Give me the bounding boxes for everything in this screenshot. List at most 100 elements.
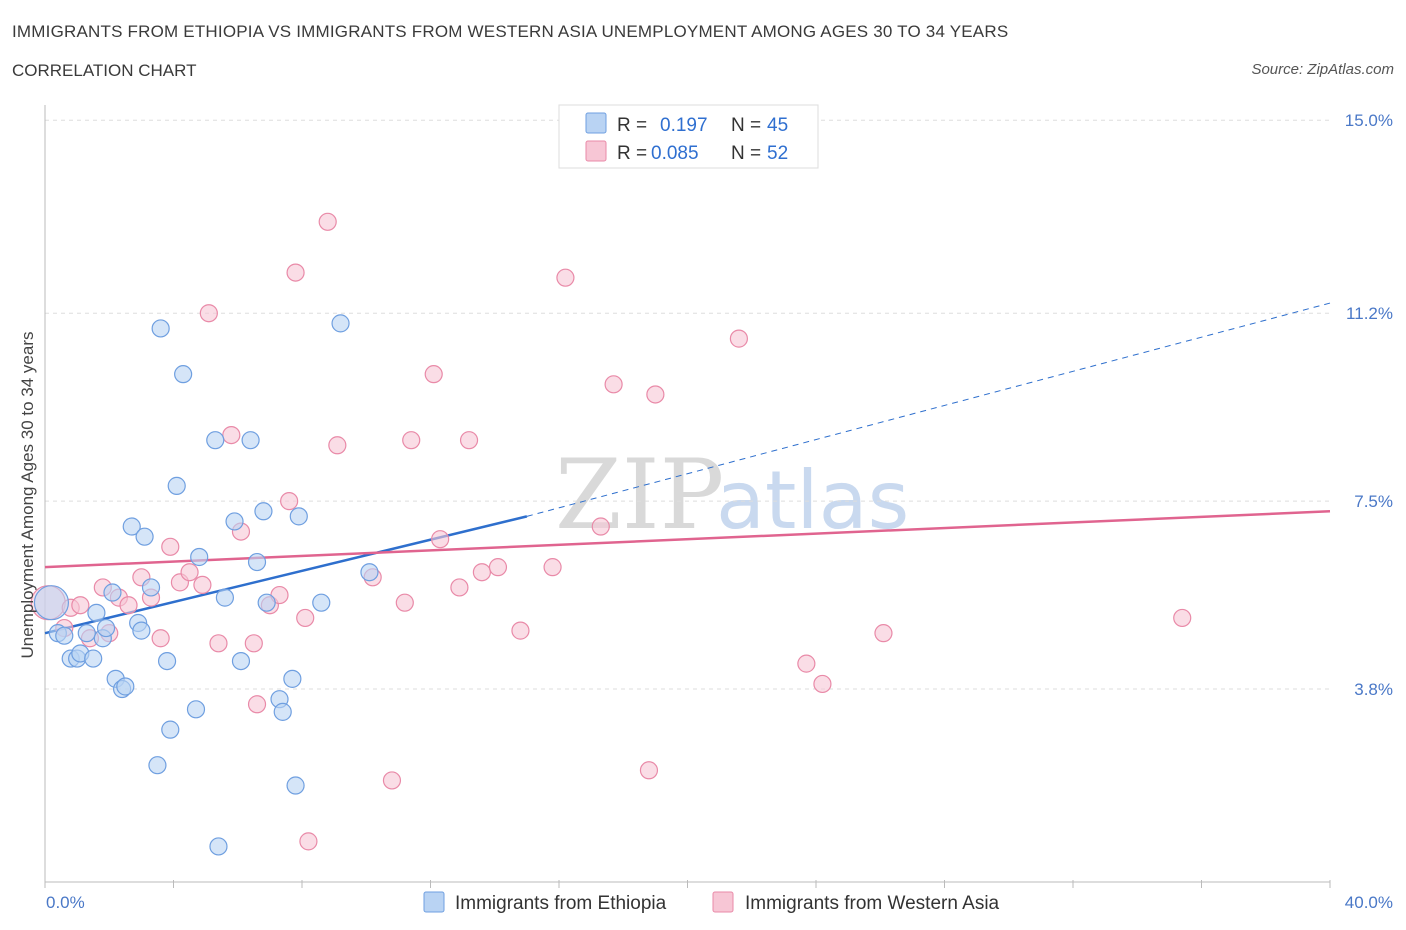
data-point-ethiopia	[161, 720, 180, 739]
legend-n-value-pink: 52	[767, 143, 788, 164]
bottom-legend-swatch-blue	[423, 891, 445, 913]
axes: 3.8% 7.5% 11.2% 15.0% 0.0% 40.0%	[44, 105, 1393, 912]
data-point-western-asia	[604, 375, 623, 394]
data-point-western-asia	[280, 492, 299, 511]
legend-r-label: R =	[617, 143, 647, 164]
data-point-ethiopia	[215, 588, 234, 607]
data-point-ethiopia	[167, 476, 186, 495]
x-tick-label: 0.0%	[46, 893, 85, 912]
data-point-western-asia	[286, 263, 305, 282]
data-point-ethiopia	[55, 626, 74, 645]
data-point-western-asia	[639, 761, 659, 780]
watermark-zip: ZIP	[555, 439, 724, 551]
data-point-ethiopia	[209, 837, 228, 856]
data-point-western-asia	[646, 385, 665, 404]
bottom-legend-label-western-asia: Immigrants from Western Asia	[745, 893, 1000, 914]
data-point-ethiopia	[141, 578, 161, 597]
chart-subtitle: CORRELATION CHART	[12, 61, 197, 80]
source-credit: Source: ZipAtlas.com	[1251, 61, 1394, 78]
legend-n-value-blue: 45	[767, 115, 788, 136]
legend-n-label: N =	[731, 143, 761, 164]
data-point-western-asia	[813, 674, 832, 694]
data-point-western-asia	[247, 695, 267, 714]
data-point-ethiopia	[174, 365, 193, 384]
data-point-ethiopia	[96, 618, 116, 638]
data-point-western-asia	[318, 212, 337, 231]
data-point-western-asia	[328, 436, 347, 455]
data-point-ethiopia	[257, 593, 276, 612]
data-point-western-asia	[395, 593, 414, 612]
data-point-western-asia	[296, 608, 315, 628]
data-point-ethiopia	[148, 756, 167, 775]
data-point-western-asia	[71, 596, 90, 615]
data-point-western-asia	[193, 575, 212, 595]
legend-r-value-pink: 0.085	[651, 143, 699, 164]
legend-r-label: R =	[617, 115, 647, 136]
data-point-western-asia	[459, 431, 479, 450]
data-point-western-asia	[431, 530, 450, 549]
data-point-ethiopia	[116, 677, 135, 696]
data-point-western-asia	[209, 634, 228, 653]
trend-line-ethiopia-extended	[526, 302, 1331, 517]
y-tick-label: 7.5%	[1354, 492, 1393, 511]
data-point-western-asia	[402, 431, 421, 450]
data-point-western-asia	[556, 268, 575, 287]
grid-lines	[45, 119, 1330, 690]
chart-title: IMMIGRANTS FROM ETHIOPIA VS IMMIGRANTS F…	[12, 22, 1009, 41]
trend-line-ethiopia	[44, 515, 528, 635]
data-point-western-asia	[729, 329, 749, 348]
data-point-ethiopia	[283, 669, 302, 688]
y-axis-label: Unemployment Among Ages 30 to 34 years	[18, 332, 37, 659]
data-point-western-asia	[180, 563, 199, 582]
data-point-ethiopia	[286, 776, 305, 795]
data-point-ethiopia	[273, 702, 292, 721]
data-point-ethiopia	[84, 649, 103, 668]
legend-r-value-blue: 0.197	[660, 115, 708, 136]
y-tick-label: 11.2%	[1346, 304, 1393, 323]
legend-n-label: N =	[731, 115, 761, 136]
bottom-legend-swatch-pink	[712, 891, 734, 913]
data-point-western-asia	[424, 365, 443, 384]
data-point-ethiopia	[254, 502, 273, 521]
x-tick-label: 40.0%	[1345, 893, 1393, 912]
series-ethiopia	[33, 314, 379, 856]
data-point-ethiopia	[157, 651, 177, 671]
legend-swatch-pink	[585, 140, 607, 162]
data-point-western-asia	[1173, 608, 1192, 628]
data-point-western-asia	[472, 563, 491, 582]
data-point-western-asia	[199, 304, 218, 323]
data-point-western-asia	[382, 771, 402, 790]
data-point-ethiopia	[151, 319, 170, 338]
data-point-ethiopia	[312, 593, 331, 612]
data-point-ethiopia	[206, 431, 225, 450]
data-point-ethiopia	[33, 585, 70, 621]
data-point-ethiopia	[225, 512, 244, 531]
data-point-ethiopia	[103, 583, 122, 602]
data-point-ethiopia	[289, 507, 308, 526]
data-point-western-asia	[244, 634, 263, 653]
series-legend: Immigrants from Ethiopia Immigrants from…	[423, 891, 1000, 914]
data-point-ethiopia	[331, 314, 350, 333]
data-point-western-asia	[511, 621, 530, 640]
data-point-ethiopia	[360, 563, 379, 582]
data-point-western-asia	[119, 596, 138, 615]
data-point-ethiopia	[77, 624, 96, 643]
y-tick-label: 3.8%	[1354, 680, 1393, 699]
data-point-western-asia	[488, 558, 508, 577]
data-point-ethiopia	[247, 552, 267, 572]
data-point-ethiopia	[186, 700, 206, 719]
legend-swatch-blue	[585, 112, 607, 134]
data-point-western-asia	[161, 537, 180, 556]
data-point-ethiopia	[190, 547, 209, 567]
data-point-ethiopia	[122, 517, 141, 536]
data-point-western-asia	[450, 578, 469, 597]
data-point-western-asia	[222, 425, 241, 445]
data-point-western-asia	[299, 832, 318, 851]
data-point-ethiopia	[135, 527, 154, 546]
data-point-ethiopia	[231, 651, 251, 671]
data-point-western-asia	[543, 558, 562, 577]
data-point-western-asia	[151, 629, 170, 648]
correlation-legend: R = 0.197 N = 45 R = 0.085 N = 52	[558, 104, 819, 169]
data-point-ethiopia	[87, 603, 106, 622]
